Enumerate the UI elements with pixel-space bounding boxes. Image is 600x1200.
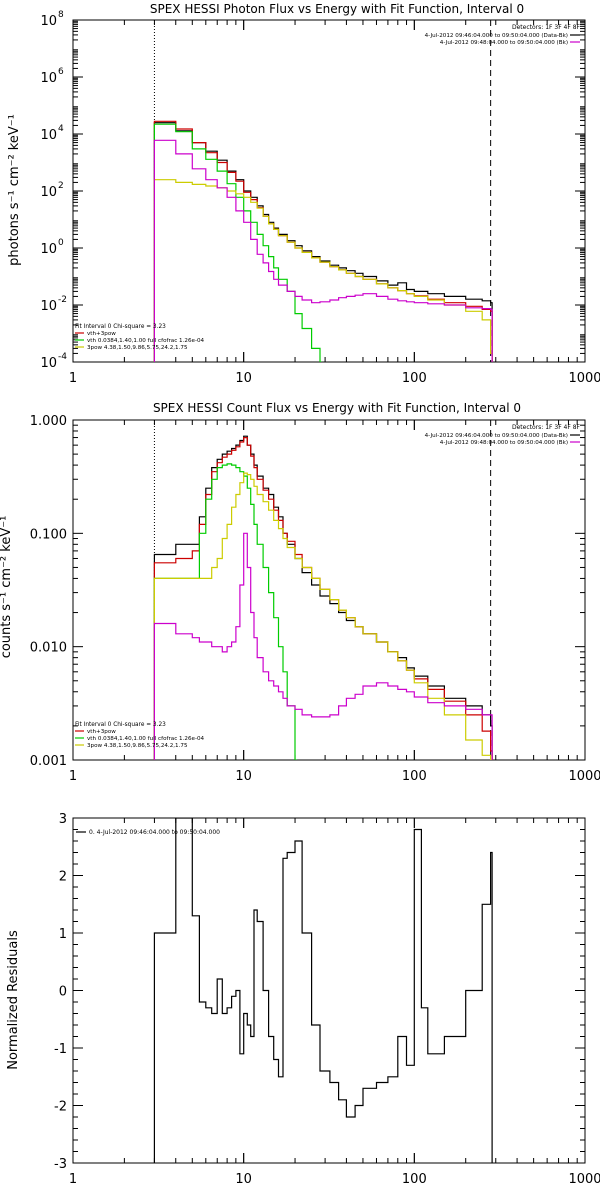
plot-area: 1 10 100 1000 -3 -2 -1 0 1 2 3 0. 4-Jul-2012 09:46:… [54, 812, 600, 1187]
y-tick-label-exponent: 4 [58, 124, 64, 134]
legend-fit-header: Fit Interval 0 Chi-square = 3.23 [75, 324, 166, 330]
y-tick-label: 1 [59, 927, 67, 942]
series-line [153, 437, 493, 760]
y-tick-label-exponent: 0 [58, 238, 64, 248]
plot-area: 1 10 100 1000 0.001 0.010 0.100 1.000 Detectors:… [30, 414, 600, 784]
series-line [153, 435, 493, 760]
series-line [153, 139, 493, 362]
y-tick-label: 10 [40, 185, 57, 200]
x-tick-label: 1 [69, 1172, 77, 1187]
x-tick-label: 1 [69, 769, 77, 784]
y-tick-label: 10 [40, 356, 57, 371]
series-line [153, 818, 493, 1163]
legend-entry-text: 3pow 4.38,1.50,9.86,5.75,24.2,1.75 [87, 345, 188, 351]
y-tick-label: 10 [40, 14, 57, 29]
y-tick-label: 0.100 [30, 527, 67, 542]
y-tick-label: 0 [59, 985, 67, 1000]
series-line [153, 472, 493, 760]
series-group [153, 120, 493, 362]
count-flux-panel: SPEX HESSI Count Flux vs Energy with Fit… [0, 401, 600, 784]
chart-title: SPEX HESSI Count Flux vs Energy with Fit… [153, 401, 521, 415]
series-line [153, 463, 297, 760]
series-group [153, 818, 493, 1163]
legend-entry-text: 4-Jul-2012 09:48:04.000 to 09:50:04.000 … [440, 440, 568, 446]
x-tick-label: 10 [235, 371, 252, 386]
y-axis-label: counts s⁻¹ cm⁻² keV⁻¹ [0, 516, 14, 659]
y-tick-label: -1 [54, 1042, 67, 1057]
series-line [153, 532, 493, 760]
x-tick-label: 100 [402, 1172, 427, 1187]
legend-entry-text: 0. 4-Jul-2012 09:46:04.000 to 09:50:04.0… [89, 829, 220, 836]
series-line [153, 123, 322, 362]
y-tick-label-exponent: 6 [58, 67, 64, 77]
plot-frame [72, 19, 586, 363]
legend-entry-text: vth 0.0384,1.40,1.00 full cfofrac 1.26e-… [87, 338, 205, 344]
x-tick-label: 100 [402, 371, 427, 386]
y-tick-label: 10 [40, 242, 57, 257]
y-tick-label: 10 [40, 128, 57, 143]
x-tick-label: 1 [69, 371, 77, 386]
chart-title: SPEX HESSI Photon Flux vs Energy with Fi… [150, 2, 524, 16]
residuals-panel: Normalized Residuals 1 10 100 1000 -3 -2 -1 0 1 2… [6, 812, 600, 1187]
y-tick-label: 2 [59, 870, 67, 885]
x-tick-label: 10 [235, 769, 252, 784]
y-tick-label: 10 [40, 71, 57, 86]
series-line [153, 122, 493, 362]
y-axis-label: Normalized Residuals [6, 930, 21, 1070]
y-tick-label-exponent: -2 [58, 295, 67, 305]
plot-frame [72, 817, 586, 1164]
legend-detectors: Detectors: 1F 3F 4F 8F [512, 424, 581, 431]
x-tick-label: 100 [402, 769, 427, 784]
legend-entry-text: vth+3pow [87, 331, 116, 337]
legend-detectors: Detectors: 1F 3F 4F 8F [512, 24, 581, 31]
x-tick-label: 1000 [568, 1172, 600, 1187]
x-tick-label: 1000 [568, 769, 600, 784]
x-tick-label: 10 [235, 1172, 252, 1187]
photon-flux-panel: SPEX HESSI Photon Flux vs Energy with Fi… [7, 2, 600, 386]
series-group [153, 435, 493, 760]
legend-entry-text: 3pow 4.38,1.50,9.86,5.75,24.2,1.75 [87, 743, 188, 749]
series-line [153, 179, 493, 362]
y-axis-label: photons s⁻¹ cm⁻² keV⁻¹ [7, 114, 22, 266]
y-tick-label: -2 [54, 1100, 67, 1115]
legend-entry-text: vth+3pow [87, 729, 116, 735]
y-tick-label: 0.001 [30, 754, 67, 769]
y-tick-label: -3 [54, 1157, 67, 1172]
legend-fit-header: Fit Interval 0 Chi-square = 3.23 [75, 722, 166, 728]
x-tick-label: 1000 [568, 371, 600, 386]
y-tick-label-exponent: 2 [58, 181, 64, 191]
y-tick-label: 0.010 [30, 641, 67, 656]
legend-entry-text: 4-Jul-2012 09:46:04.000 to 09:50:04.000 … [425, 33, 568, 39]
y-tick-label-exponent: 8 [58, 10, 64, 20]
y-tick-label: 1.000 [30, 414, 67, 429]
plot-frame [72, 419, 586, 761]
y-tick-label-exponent: -4 [58, 352, 67, 362]
y-tick-label: 3 [59, 812, 67, 827]
legend-entry-text: 4-Jul-2012 09:46:04.000 to 09:50:04.000 … [425, 433, 568, 439]
legend-entry-text: vth 0.0384,1.40,1.00 full cfofrac 1.26e-… [87, 736, 205, 742]
legend-entry-text: 4-Jul-2012 09:48:04.000 to 09:50:04.000 … [440, 40, 568, 46]
series-line [153, 120, 493, 362]
y-tick-label: 10 [40, 299, 57, 314]
